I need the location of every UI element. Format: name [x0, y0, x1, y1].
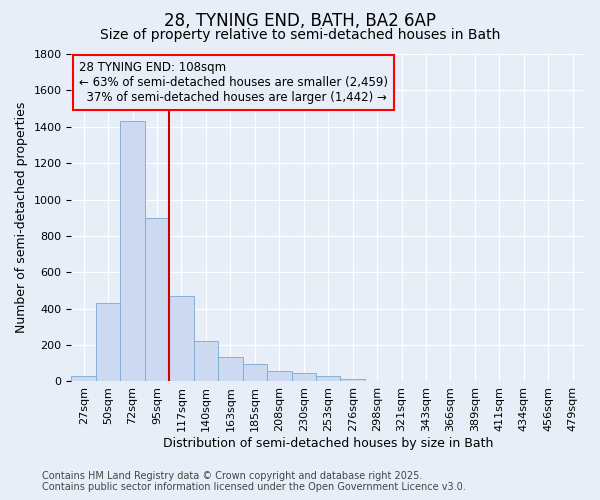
Text: Size of property relative to semi-detached houses in Bath: Size of property relative to semi-detach… — [100, 28, 500, 42]
Bar — [414, 381, 438, 382]
Bar — [145, 218, 169, 382]
Y-axis label: Number of semi-detached properties: Number of semi-detached properties — [15, 102, 28, 334]
Bar — [340, 378, 365, 382]
Bar — [169, 296, 194, 382]
Bar — [121, 122, 145, 382]
Bar — [267, 370, 292, 382]
Text: 28, TYNING END, BATH, BA2 6AP: 28, TYNING END, BATH, BA2 6AP — [164, 12, 436, 30]
Bar — [365, 380, 389, 382]
X-axis label: Distribution of semi-detached houses by size in Bath: Distribution of semi-detached houses by … — [163, 437, 493, 450]
Text: 28 TYNING END: 108sqm
← 63% of semi-detached houses are smaller (2,459)
  37% of: 28 TYNING END: 108sqm ← 63% of semi-deta… — [79, 62, 388, 104]
Bar — [292, 374, 316, 382]
Bar — [218, 357, 242, 382]
Bar — [389, 380, 414, 382]
Bar — [71, 376, 96, 382]
Bar — [316, 376, 340, 382]
Bar — [242, 364, 267, 382]
Bar — [194, 340, 218, 382]
Bar — [96, 303, 121, 382]
Text: Contains HM Land Registry data © Crown copyright and database right 2025.
Contai: Contains HM Land Registry data © Crown c… — [42, 471, 466, 492]
